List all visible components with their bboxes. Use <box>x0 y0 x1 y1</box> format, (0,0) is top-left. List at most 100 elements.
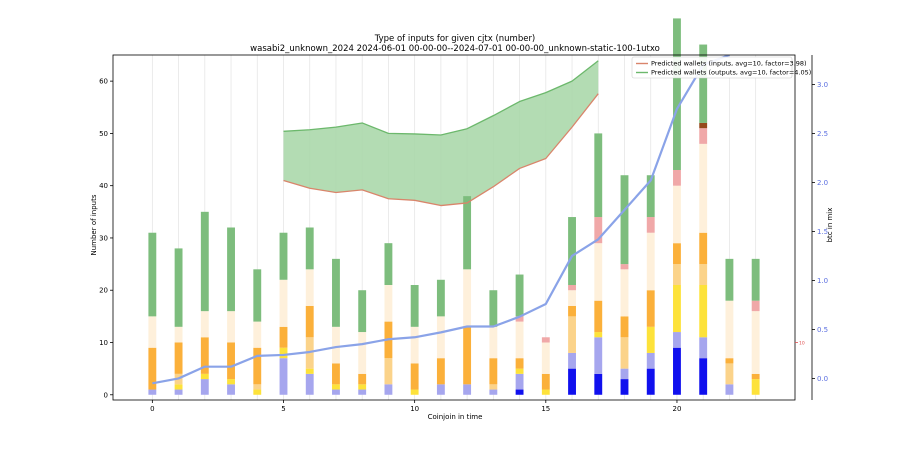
bar-segment <box>463 269 472 327</box>
bar-segment <box>568 305 576 317</box>
line-layer <box>152 55 730 385</box>
bar-segment <box>541 373 550 390</box>
legend-label: Predicted wallets (outputs, avg=10, fact… <box>651 69 811 77</box>
bar-segment <box>174 326 183 343</box>
bar-segment <box>489 326 498 359</box>
bar-segment <box>751 300 760 312</box>
bar-segment <box>646 232 655 291</box>
bar-segment <box>646 290 655 327</box>
bar-segment <box>725 358 734 364</box>
bar-segment <box>568 285 576 291</box>
bar-segment <box>568 316 576 353</box>
x-tick-label: 5 <box>281 405 285 413</box>
bar-segment <box>699 285 708 338</box>
bar-segment <box>751 311 760 374</box>
bar-segment <box>279 279 288 327</box>
bar-layer <box>148 18 760 395</box>
y2-tick-label: 1.0 <box>817 277 828 285</box>
bar-segment <box>594 337 603 374</box>
y3-tick-label: 10 <box>799 341 805 347</box>
bar-segment <box>673 243 681 265</box>
bar-segment <box>646 175 655 218</box>
bar-segment <box>174 342 183 374</box>
bar-segment <box>200 311 209 338</box>
bar-segment <box>227 342 235 380</box>
bar-segment <box>200 337 209 374</box>
bar-segment <box>174 248 183 327</box>
bar-segment <box>751 379 760 395</box>
bar-segment <box>673 347 681 395</box>
bar-segment <box>489 290 498 327</box>
bar-segment <box>515 389 524 395</box>
bar-segment <box>279 347 288 359</box>
bar-segment <box>620 379 629 395</box>
bar-segment <box>174 384 183 390</box>
bar-segment <box>279 326 288 348</box>
bar-segment <box>699 232 708 265</box>
bar-segment <box>463 326 472 385</box>
legend-layer: Predicted wallets (inputs, avg=10, facto… <box>631 56 811 79</box>
bar-segment <box>489 389 498 395</box>
bar-segment <box>725 363 734 385</box>
bar-segment <box>148 389 157 395</box>
bar-segment <box>332 258 340 327</box>
bar-segment <box>594 133 603 218</box>
legend-box <box>631 56 793 79</box>
y-tick-label: 0 <box>104 391 108 399</box>
bar-segment <box>699 44 708 123</box>
bar-segment <box>384 384 393 395</box>
area-layer <box>283 60 599 206</box>
bar-segment <box>410 389 419 395</box>
bar-segment <box>541 389 550 395</box>
bar-segment <box>332 326 340 364</box>
bar-segment <box>620 368 629 380</box>
bar-segment <box>541 342 550 374</box>
bar-segment <box>358 384 367 390</box>
bar-segment <box>358 389 367 395</box>
bar-segment <box>620 337 629 369</box>
y2-tick-label: 1.5 <box>817 228 828 236</box>
x-tick-label: 15 <box>541 405 550 413</box>
bar-segment <box>148 347 157 390</box>
bar-segment <box>253 321 262 348</box>
bar-segment <box>358 373 367 385</box>
predicted-inputs-line <box>283 93 599 207</box>
bar-segment <box>305 305 314 338</box>
y2-tick-label: 3.0 <box>817 81 828 89</box>
y-tick-label: 60 <box>99 78 108 86</box>
bar-segment <box>332 363 340 385</box>
bar-segment <box>200 379 209 395</box>
plot-frame <box>112 54 796 401</box>
bar-segment <box>436 316 445 359</box>
bar-segment <box>673 18 681 171</box>
predicted-wallets-band <box>283 60 599 206</box>
bar-segment <box>646 326 655 353</box>
bar-segment <box>515 321 524 359</box>
bar-segment <box>332 389 340 395</box>
bar-segment <box>699 143 708 233</box>
bar-segment <box>568 352 576 369</box>
bar-segment <box>568 290 576 306</box>
bar-segment <box>253 389 262 395</box>
bar-segment <box>227 379 235 385</box>
bar-segment <box>541 337 550 343</box>
y-tick-label: 30 <box>99 234 108 242</box>
bar-segment <box>463 196 472 270</box>
y2-tick-label: 0.5 <box>817 326 828 334</box>
bar-segment <box>699 128 708 144</box>
bar-segment <box>305 373 314 395</box>
bar-segment <box>410 363 419 390</box>
bar-segment <box>489 384 498 390</box>
x-tick-label: 0 <box>150 405 154 413</box>
legend-label: Predicted wallets (inputs, avg=10, facto… <box>651 60 807 68</box>
bar-segment <box>436 358 445 385</box>
y2-tick-label: 2.0 <box>817 179 828 187</box>
bar-segment <box>620 316 629 338</box>
bar-segment <box>279 232 288 280</box>
bar-segment <box>227 311 235 343</box>
y2-tick-label: 2.5 <box>817 130 828 138</box>
y-tick-label: 20 <box>99 287 108 295</box>
bar-segment <box>384 285 393 322</box>
chart-subtitle: wasabi2_unknown_2024 2024-06-01 00-00-00… <box>250 44 660 54</box>
bar-segment <box>332 384 340 390</box>
